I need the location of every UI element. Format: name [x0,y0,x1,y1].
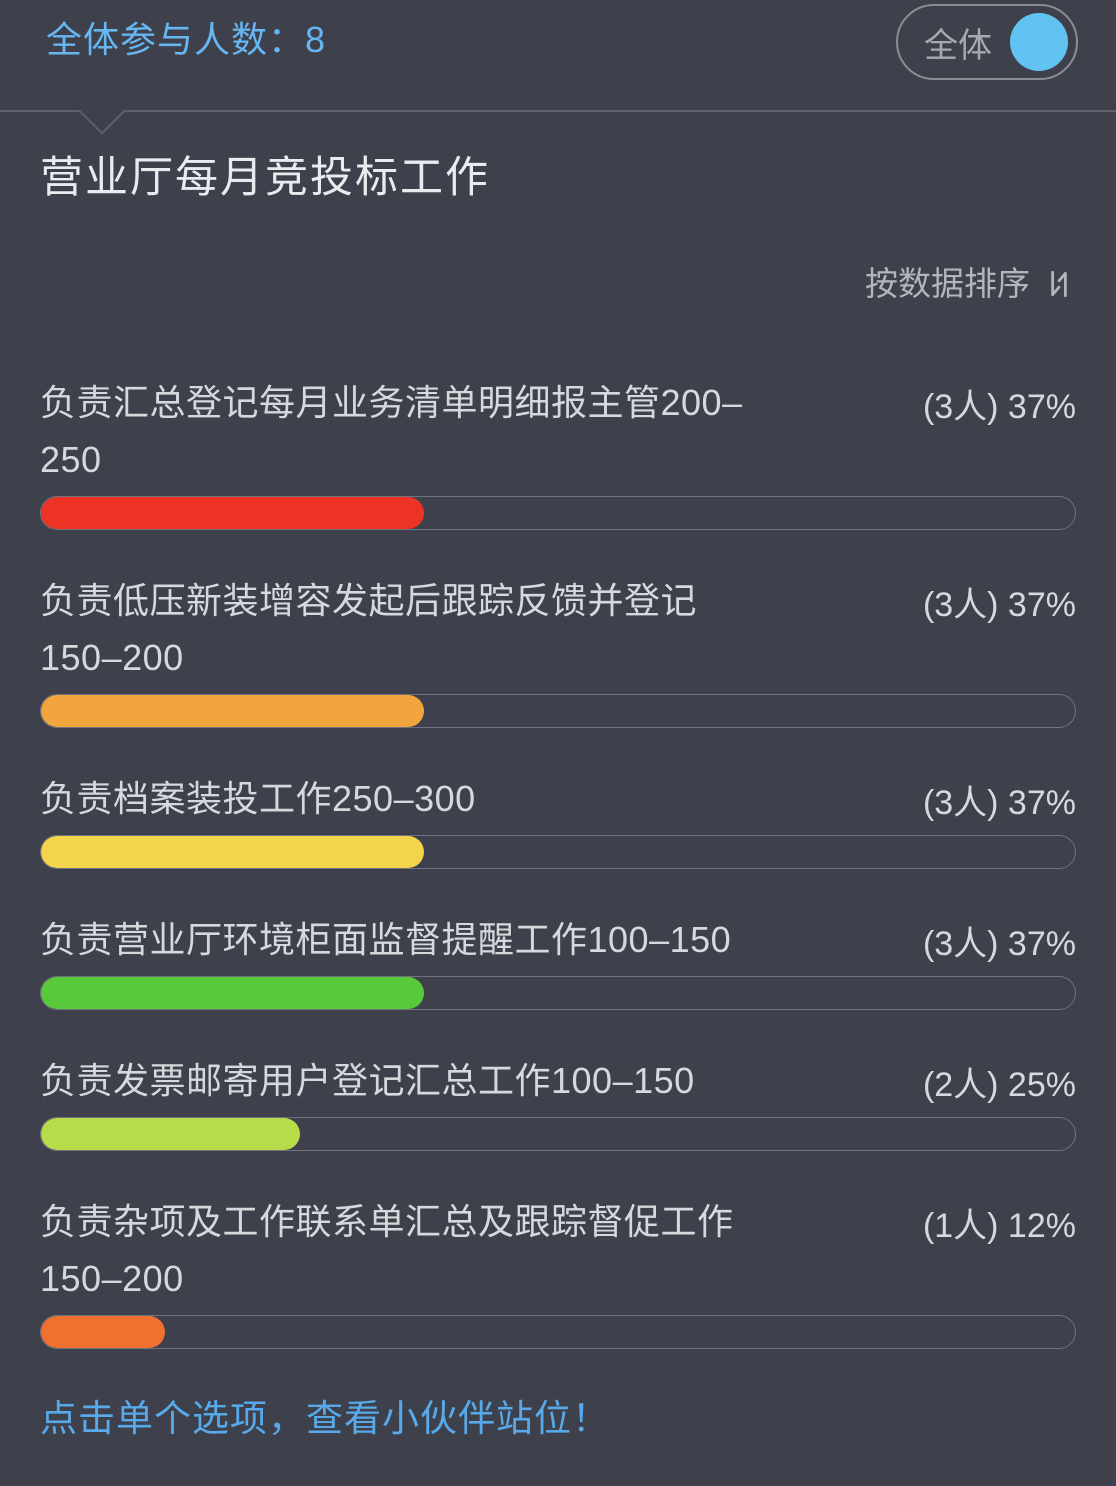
option-label: 负责汇总登记每月业务清单明细报主管200–250 [40,382,743,480]
sort-arrows-icon [1051,270,1067,298]
option-stat: (2人) 25% [922,1066,1076,1104]
poll-option[interactable]: 负责杂项及工作联系单汇总及跟踪督促工作150–200 (1人) 12% [40,1193,1076,1349]
sort-label: 按数据排序 [865,265,1030,302]
poll-option[interactable]: 负责发票邮寄用户登记汇总工作100–150 (2人) 25% [40,1052,1076,1151]
bubble-notch [79,89,125,135]
progress-track [40,496,1076,530]
poll-title: 营业厅每月竞投标工作 [40,154,490,202]
option-stat: (1人) 12% [922,1207,1076,1245]
option-stat: (3人) 37% [922,784,1076,822]
sort-control[interactable]: 按数据排序 [40,264,1076,304]
option-label: 负责低压新装增容发起后跟踪反馈并登记150–200 [40,580,698,678]
progress-track [40,835,1076,869]
poll-option[interactable]: 负责档案装投工作250–300 (3人) 37% [40,770,1076,869]
option-label: 负责档案装投工作250–300 [40,778,476,819]
progress-track [40,1315,1076,1349]
option-label: 负责发票邮寄用户登记汇总工作100–150 [40,1060,695,1101]
option-label: 负责杂项及工作联系单汇总及跟踪督促工作150–200 [40,1201,734,1299]
progress-fill [41,1316,166,1348]
top-bar: 全体参与人数：8 全体 [0,0,1116,135]
footer-hint[interactable]: 点击单个选项，查看小伙伴站位！ [40,1398,610,1439]
options-list: 负责汇总登记每月业务清单明细报主管200–250 (3人) 37% 负责低压新装… [40,374,1076,1349]
progress-track [40,976,1076,1010]
progress-track [40,1117,1076,1151]
progress-fill [41,497,424,529]
toggle-knob-icon[interactable] [1010,13,1068,71]
progress-fill [41,695,424,727]
poll-option[interactable]: 负责汇总登记每月业务清单明细报主管200–250 (3人) 37% [40,374,1076,530]
option-stat: (3人) 37% [922,586,1076,624]
progress-fill [41,836,424,868]
participants-count: 全体参与人数：8 [46,19,327,60]
poll-option[interactable]: 负责低压新装增容发起后跟踪反馈并登记150–200 (3人) 37% [40,572,1076,728]
option-stat: (3人) 37% [922,388,1076,426]
progress-fill [41,977,424,1009]
progress-fill [41,1118,300,1150]
scope-toggle[interactable]: 全体 [896,4,1078,80]
option-stat: (3人) 37% [922,925,1076,963]
poll-option[interactable]: 负责营业厅环境柜面监督提醒工作100–150 (3人) 37% [40,911,1076,1010]
poll-card: 营业厅每月竞投标工作 按数据排序 负责汇总登记每月业务清单明细报主管200–25… [0,150,1116,1443]
toggle-label: 全体 [924,26,992,65]
option-label: 负责营业厅环境柜面监督提醒工作100–150 [40,919,732,960]
progress-track [40,694,1076,728]
